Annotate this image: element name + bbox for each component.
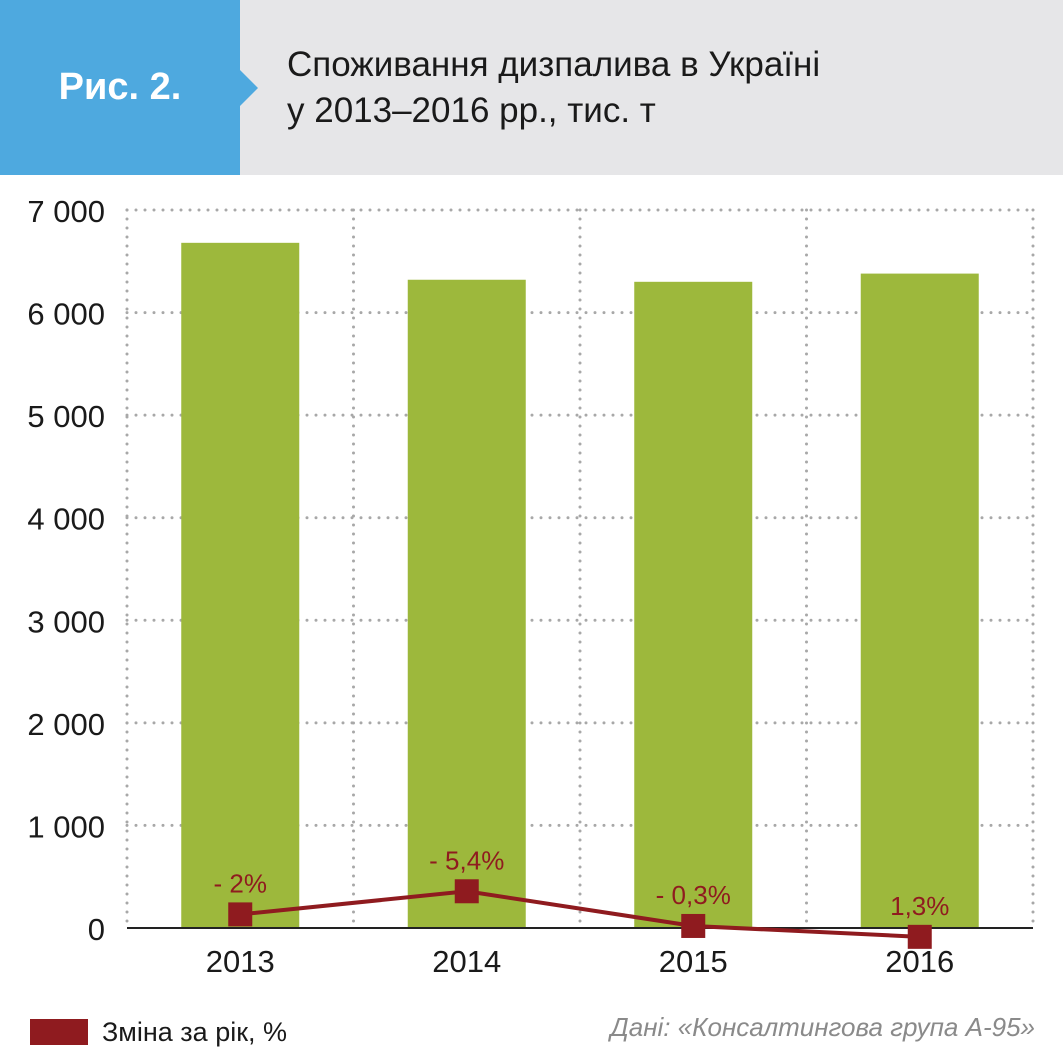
y-tick-label: 6 000 — [27, 297, 105, 332]
change-data-label: - 0,3% — [656, 880, 731, 910]
change-marker-2013 — [228, 902, 253, 927]
y-tick-label: 7 000 — [27, 194, 105, 229]
chart-title-line-2: у 2013–2016 рр., тис. т — [287, 91, 656, 130]
change-data-label: - 2% — [214, 868, 267, 898]
bar-2015 — [634, 281, 753, 928]
y-tick-label: 4 000 — [27, 502, 105, 537]
y-tick-label: 2 000 — [27, 707, 105, 742]
figure-badge — [0, 0, 240, 175]
change-marker-2016 — [907, 924, 932, 949]
x-tick-label: 2016 — [885, 944, 954, 979]
legend: Зміна за рік, % — [30, 1010, 287, 1054]
chart-title: Споживання дизпалива в Україні у 2013–20… — [287, 42, 1027, 134]
chart-title-line-1: Споживання дизпалива в Україні — [287, 45, 821, 84]
change-data-label: - 5,4% — [429, 845, 504, 875]
figure-label: Рис. 2. — [58, 66, 182, 108]
change-marker-2015 — [681, 913, 706, 938]
change-data-label: 1,3% — [890, 891, 949, 921]
legend-swatch — [30, 1019, 88, 1045]
bar-2013 — [181, 242, 300, 928]
bar-2014 — [407, 279, 526, 929]
change-line — [240, 889, 920, 939]
y-tick-label: 5 000 — [27, 399, 105, 434]
bar-2016 — [860, 273, 979, 928]
y-tick-label: 3 000 — [27, 604, 105, 639]
y-tick-label: 1 000 — [27, 809, 105, 844]
legend-label: Зміна за рік, % — [102, 1016, 288, 1047]
x-tick-label: 2014 — [432, 944, 501, 979]
x-tick-label: 2015 — [659, 944, 728, 979]
y-tick-label: 0 — [88, 912, 105, 947]
change-marker-2014 — [454, 879, 479, 904]
x-tick-label: 2013 — [206, 944, 275, 979]
source-note: Дані: «Консалтингова група А-95» — [610, 1012, 1035, 1042]
figure-badge-arrow — [240, 70, 258, 106]
